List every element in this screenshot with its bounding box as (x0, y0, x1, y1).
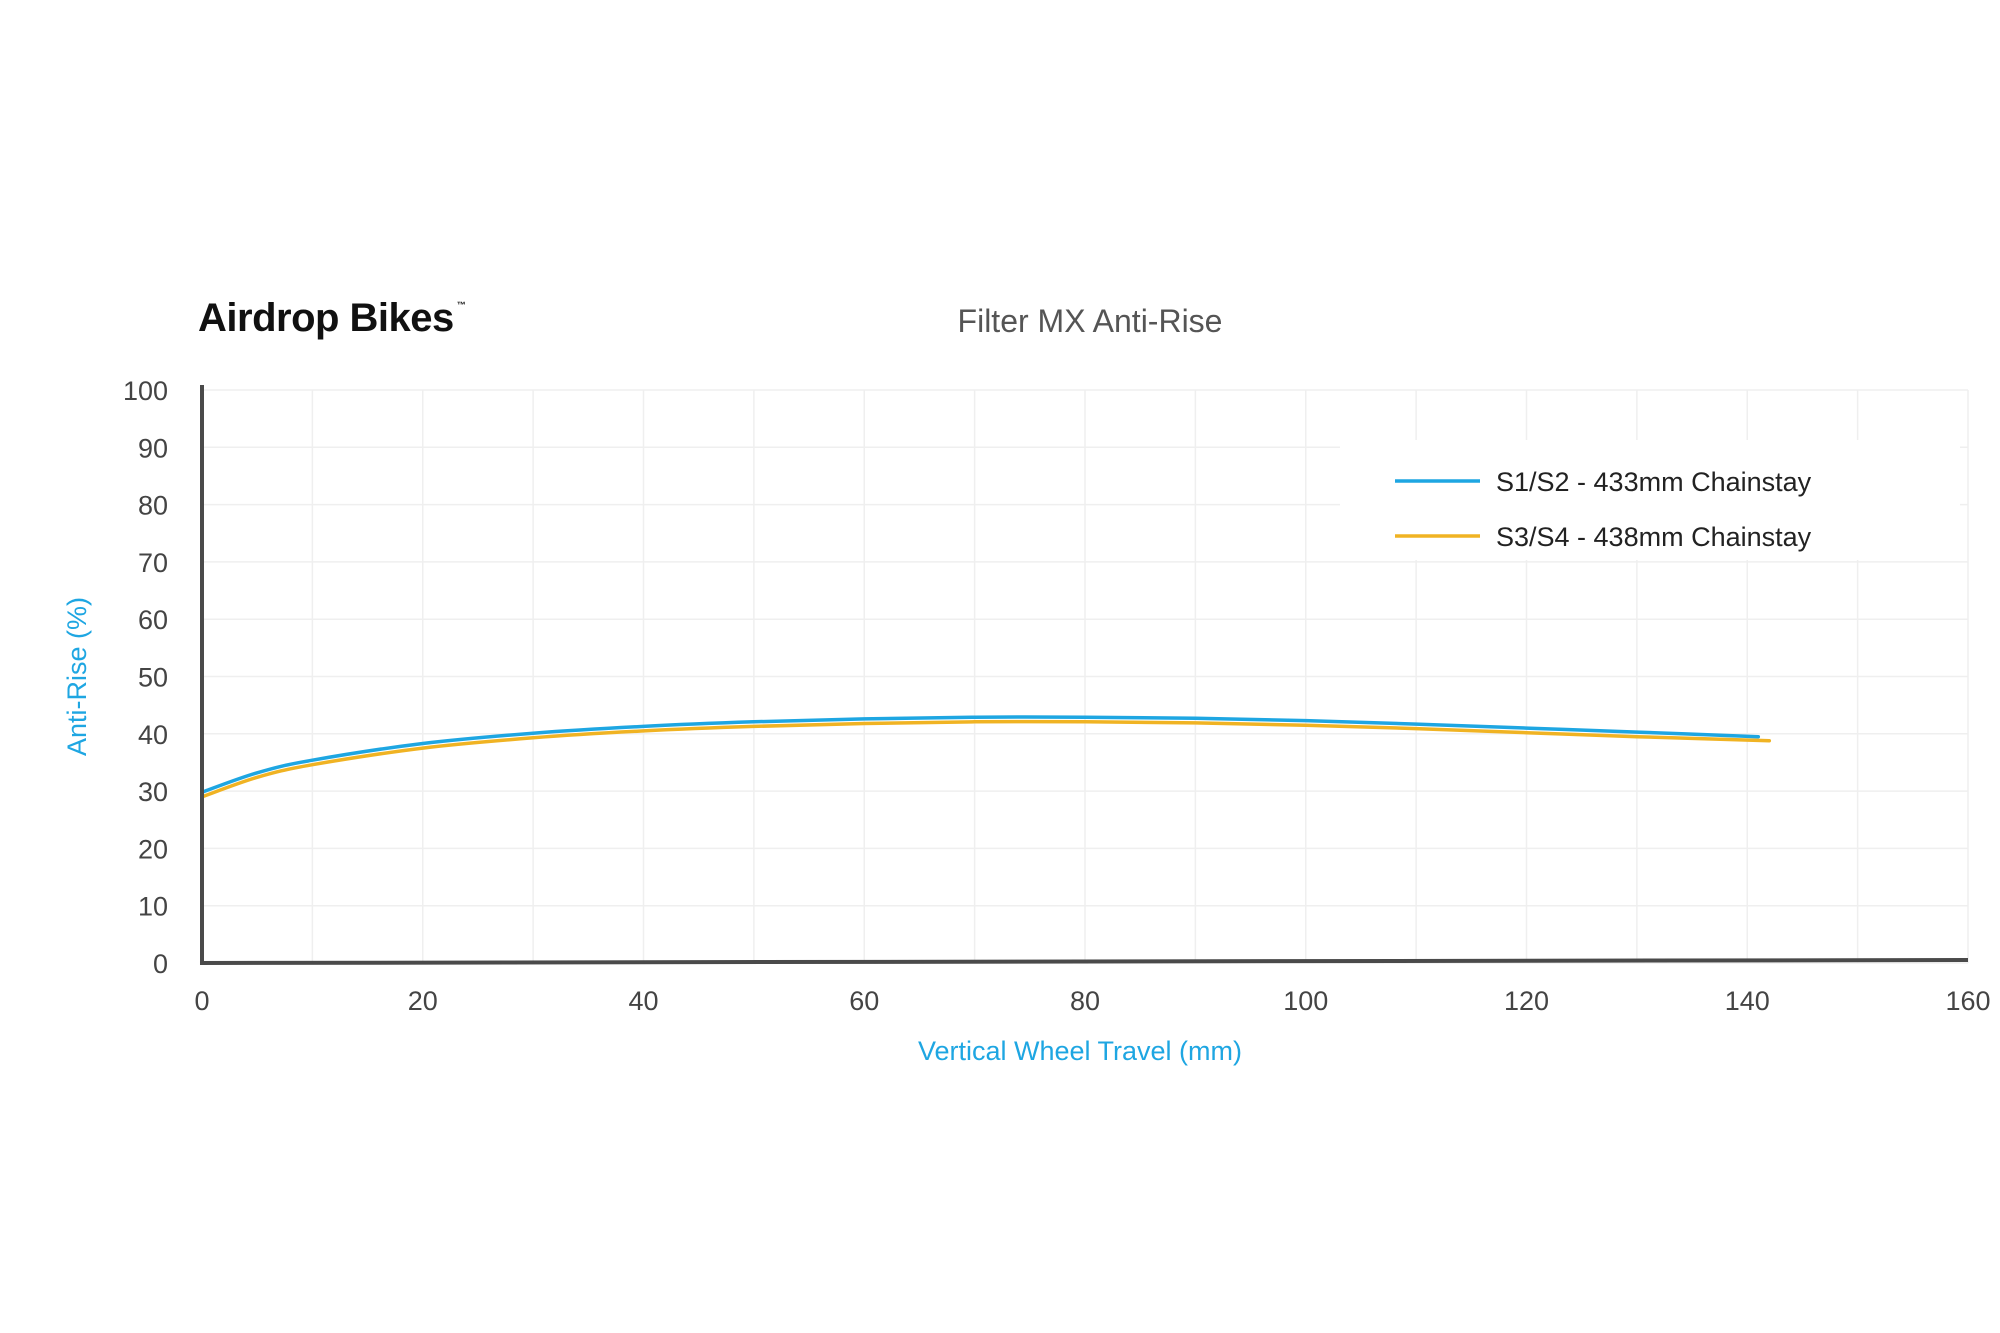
y-tick-label: 100 (123, 376, 168, 406)
trademark-symbol: ™ (457, 300, 466, 310)
y-axis-label: Anti-Rise (%) (62, 597, 92, 756)
y-tick-label: 40 (138, 720, 168, 750)
x-tick-label: 100 (1283, 986, 1328, 1016)
legend-box (1340, 440, 1960, 560)
x-tick-label: 80 (1070, 986, 1100, 1016)
x-tick-label: 20 (408, 986, 438, 1016)
legend-label-2: S3/S4 - 438mm Chainstay (1496, 522, 1812, 552)
brand-name: Airdrop Bikes (198, 296, 454, 340)
x-tick-label: 40 (628, 986, 658, 1016)
y-tick-label: 10 (138, 892, 168, 922)
chart-title: Filter MX Anti-Rise (958, 303, 1223, 339)
legend-label-1: S1/S2 - 433mm Chainstay (1496, 467, 1812, 497)
legend: S1/S2 - 433mm Chainstay S3/S4 - 438mm Cha… (1340, 440, 1960, 560)
y-tick-label: 20 (138, 834, 168, 864)
y-tick-label: 90 (138, 433, 168, 463)
y-tick-label: 80 (138, 491, 168, 521)
x-axis-ticks: 0 20 40 60 80 100 120 140 160 (194, 986, 1990, 1016)
x-tick-label: 160 (1945, 986, 1990, 1016)
x-tick-label: 140 (1725, 986, 1770, 1016)
axes (199, 385, 1969, 965)
series-line-1 (200, 715, 1761, 794)
series-line-2 (200, 719, 1772, 799)
y-tick-label: 50 (138, 663, 168, 693)
x-axis-label: Vertical Wheel Travel (mm) (918, 1036, 1242, 1066)
y-tick-label: 30 (138, 777, 168, 807)
y-tick-label: 70 (138, 548, 168, 578)
series-lines (200, 715, 1772, 799)
y-axis-ticks: 0 10 20 30 40 50 60 70 80 90 100 (123, 376, 168, 979)
y-tick-label: 0 (153, 949, 168, 979)
x-tick-label: 120 (1504, 986, 1549, 1016)
brand-logo: Airdrop Bikes ™ (198, 296, 466, 340)
x-tick-label: 60 (849, 986, 879, 1016)
y-tick-label: 60 (138, 605, 168, 635)
x-tick-label: 0 (194, 986, 209, 1016)
x-axis-line (199, 958, 1969, 965)
